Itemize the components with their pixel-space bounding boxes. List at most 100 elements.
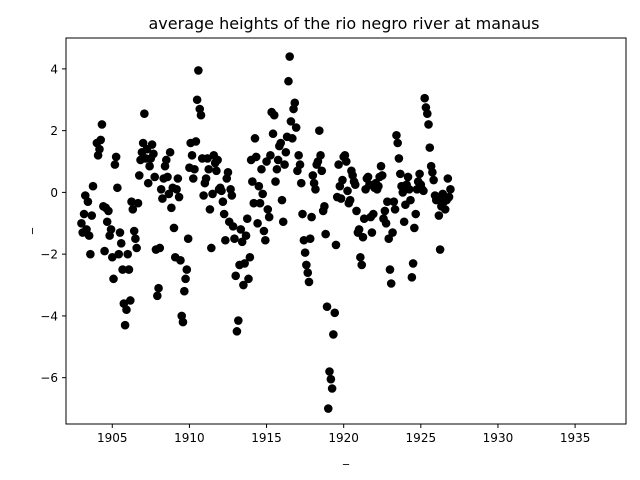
data-point-13 (96, 135, 106, 145)
data-point-170 (298, 209, 307, 219)
data-point-53 (147, 140, 157, 149)
data-point-24 (110, 160, 120, 169)
data-point-201 (338, 175, 347, 185)
data-point-211 (350, 180, 360, 189)
data-point-28 (115, 228, 125, 237)
data-point-139 (258, 189, 267, 199)
data-point-252 (403, 172, 413, 182)
y-tick-label--4: −4 (40, 309, 58, 323)
data-point-91 (196, 110, 206, 120)
data-point-67 (165, 147, 175, 157)
data-point-153 (276, 138, 286, 148)
data-point-127 (242, 214, 252, 223)
data-point-246 (396, 169, 405, 179)
data-point-55 (150, 172, 160, 182)
data-point-269 (425, 143, 435, 152)
data-point-198 (334, 160, 343, 169)
x-tick-label-1925: 1925 (406, 431, 437, 445)
x-tick-label-1915: 1915 (251, 431, 282, 445)
data-point-248 (398, 188, 408, 197)
data-point-81 (183, 234, 193, 244)
data-point-26 (113, 183, 122, 193)
data-point-61 (158, 194, 167, 203)
data-point-150 (272, 164, 282, 174)
data-point-277 (435, 245, 445, 254)
data-point-115 (227, 191, 237, 200)
data-point-207 (345, 195, 355, 205)
data-point-249 (399, 217, 409, 227)
data-point-140 (259, 226, 269, 236)
data-point-19 (104, 206, 113, 216)
data-point-264 (419, 186, 428, 196)
data-point-128 (244, 274, 253, 284)
data-point-51 (145, 161, 154, 171)
data-point-116 (228, 222, 238, 231)
data-point-103 (212, 166, 221, 176)
data-point-164 (290, 98, 300, 108)
data-point-189 (322, 302, 332, 311)
data-point-36 (126, 296, 135, 305)
data-point-193 (327, 384, 337, 393)
data-point-124 (239, 280, 248, 290)
data-point-244 (393, 138, 402, 148)
data-point-261 (415, 169, 424, 179)
data-point-225 (369, 209, 378, 219)
data-point-147 (268, 129, 278, 139)
data-point-74 (174, 192, 184, 202)
data-point-95 (201, 174, 211, 183)
data-point-151 (273, 155, 283, 165)
x-axis: 1905 1910 1915 1920 1925 1930 1935 (97, 424, 590, 445)
data-point-43 (134, 171, 144, 180)
data-point-285 (446, 185, 455, 194)
data-point-137 (255, 198, 265, 208)
data-point-214 (354, 225, 364, 234)
x-tick-label-1910: 1910 (174, 431, 205, 445)
data-point-281 (440, 205, 450, 214)
data-point-283 (443, 174, 453, 183)
x-tick-label-1905: 1905 (97, 431, 128, 445)
data-point-157 (281, 147, 291, 157)
data-point-200 (336, 194, 346, 203)
data-point-217 (358, 232, 368, 242)
data-point-229 (374, 181, 383, 191)
data-point-108 (218, 197, 228, 206)
data-point-97 (204, 164, 213, 174)
data-point-50 (143, 178, 153, 188)
data-point-188 (321, 229, 330, 239)
y-tick-label-4: 4 (50, 62, 58, 76)
data-point-40 (131, 234, 140, 244)
data-point-23 (109, 274, 118, 284)
data-point-162 (288, 134, 297, 143)
data-point-271 (428, 168, 437, 177)
data-point-148 (269, 110, 279, 120)
data-point-145 (266, 151, 275, 160)
x-tick-label-1920: 1920 (328, 431, 359, 445)
data-point-41 (132, 243, 141, 253)
data-point-178 (308, 171, 318, 180)
data-point-205 (343, 186, 352, 196)
data-point-110 (221, 235, 230, 245)
data-point-176 (305, 234, 315, 244)
data-point-68 (167, 203, 176, 213)
data-point-267 (423, 109, 432, 118)
data-point-33 (122, 305, 131, 315)
data-point-27 (114, 249, 124, 259)
data-point-86 (190, 164, 199, 174)
data-point-16 (100, 246, 109, 256)
data-point-134 (251, 152, 261, 162)
plot-frame (65, 37, 627, 425)
data-point-185 (317, 166, 327, 176)
data-point-8 (87, 211, 97, 220)
data-point-143 (263, 205, 273, 214)
y-tick-label--6: −6 (40, 371, 58, 385)
data-point-39 (129, 226, 139, 236)
data-point-212 (352, 206, 361, 216)
data-point-284 (444, 192, 454, 202)
data-point-22 (107, 252, 117, 262)
y-axis: −6 −4 −2 0 2 4 (40, 62, 66, 385)
data-point-138 (257, 164, 266, 174)
data-point-149 (271, 177, 280, 186)
data-point-180 (311, 185, 320, 194)
data-point-46 (138, 138, 148, 148)
